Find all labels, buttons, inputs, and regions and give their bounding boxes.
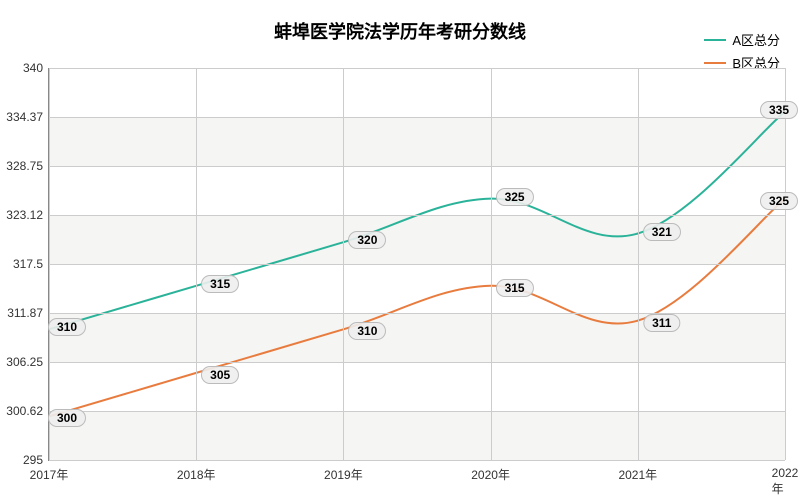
data-point-label: 315 (201, 275, 239, 293)
data-point-label: 305 (201, 366, 239, 384)
h-gridline (49, 117, 785, 118)
h-gridline (49, 215, 785, 216)
x-axis-label: 2018年 (177, 466, 216, 483)
y-axis-label: 328.75 (6, 159, 43, 173)
legend-swatch-b (704, 62, 726, 64)
data-point-label: 310 (48, 318, 86, 336)
plot-area: 295300.62306.25311.87317.5323.12328.7533… (48, 68, 785, 461)
h-gridline (49, 411, 785, 412)
h-gridline (49, 68, 785, 69)
data-point-label: 335 (760, 101, 798, 119)
legend-label-a: A区总分 (732, 30, 780, 49)
chart-container: 蚌埠医学院法学历年考研分数线 A区总分 B区总分 295300.62306.25… (0, 0, 800, 500)
v-gridline (491, 68, 492, 460)
y-axis-label: 300.62 (6, 404, 43, 418)
data-point-label: 320 (348, 231, 386, 249)
legend-item-a: A区总分 (704, 30, 780, 49)
x-axis-label: 2022年 (772, 466, 799, 497)
x-axis-label: 2017年 (30, 466, 69, 483)
y-axis-label: 311.87 (7, 306, 43, 320)
data-point-label: 315 (496, 279, 534, 297)
v-gridline (638, 68, 639, 460)
data-point-label: 325 (496, 188, 534, 206)
v-gridline (49, 68, 50, 460)
y-axis-label: 306.25 (6, 355, 43, 369)
data-point-label: 311 (643, 314, 680, 332)
y-axis-label: 295 (23, 453, 43, 467)
series-line (49, 112, 785, 330)
y-axis-label: 317.5 (13, 257, 43, 271)
h-gridline (49, 264, 785, 265)
v-gridline (196, 68, 197, 460)
h-gridline (49, 166, 785, 167)
data-point-label: 300 (48, 409, 86, 427)
y-axis-label: 323.12 (6, 208, 43, 222)
data-point-label: 321 (643, 223, 681, 241)
v-gridline (343, 68, 344, 460)
legend-swatch-a (704, 39, 726, 41)
x-axis-label: 2019年 (324, 466, 363, 483)
x-axis-label: 2021年 (618, 466, 657, 483)
y-axis-label: 334.37 (6, 110, 43, 124)
chart-title: 蚌埠医学院法学历年考研分数线 (0, 18, 800, 44)
data-point-label: 310 (348, 322, 386, 340)
h-gridline (49, 460, 785, 461)
y-axis-label: 340 (23, 61, 43, 75)
x-axis-label: 2020年 (471, 466, 510, 483)
data-point-label: 325 (760, 192, 798, 210)
v-gridline (785, 68, 786, 460)
h-gridline (49, 362, 785, 363)
